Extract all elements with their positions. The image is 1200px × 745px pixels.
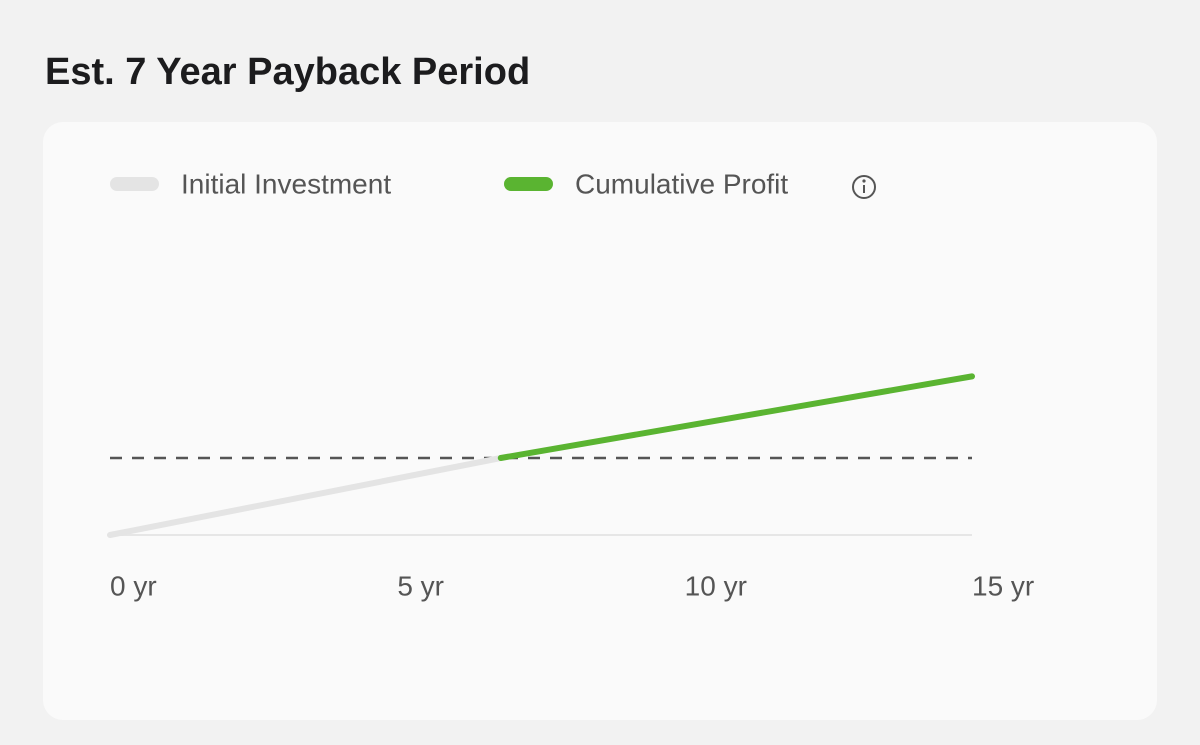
legend-label: Cumulative Profit [575, 168, 788, 199]
x-tick-label: 0 yr [110, 570, 157, 601]
legend-label: Initial Investment [181, 168, 391, 199]
info-icon[interactable] [852, 175, 876, 199]
x-tick-label: 5 yr [397, 570, 444, 601]
info-circle [852, 175, 876, 199]
x-tick-label: 15 yr [972, 570, 1034, 601]
card [43, 122, 1157, 720]
info-dot [862, 179, 866, 183]
series-line [497, 373, 975, 461]
chart-title: Est. 7 Year Payback Period [45, 51, 530, 93]
x-tick-label: 10 yr [685, 570, 747, 601]
series-line [107, 455, 504, 538]
